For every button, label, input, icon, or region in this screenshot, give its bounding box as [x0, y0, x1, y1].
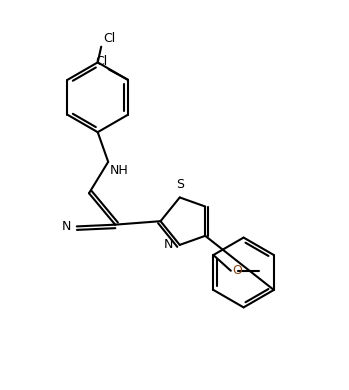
Text: N: N — [62, 220, 72, 233]
Text: S: S — [176, 178, 184, 191]
Text: Cl: Cl — [95, 55, 107, 67]
Text: N: N — [164, 238, 173, 252]
Text: Cl: Cl — [103, 32, 115, 45]
Text: O: O — [232, 264, 243, 277]
Text: NH: NH — [110, 163, 129, 177]
